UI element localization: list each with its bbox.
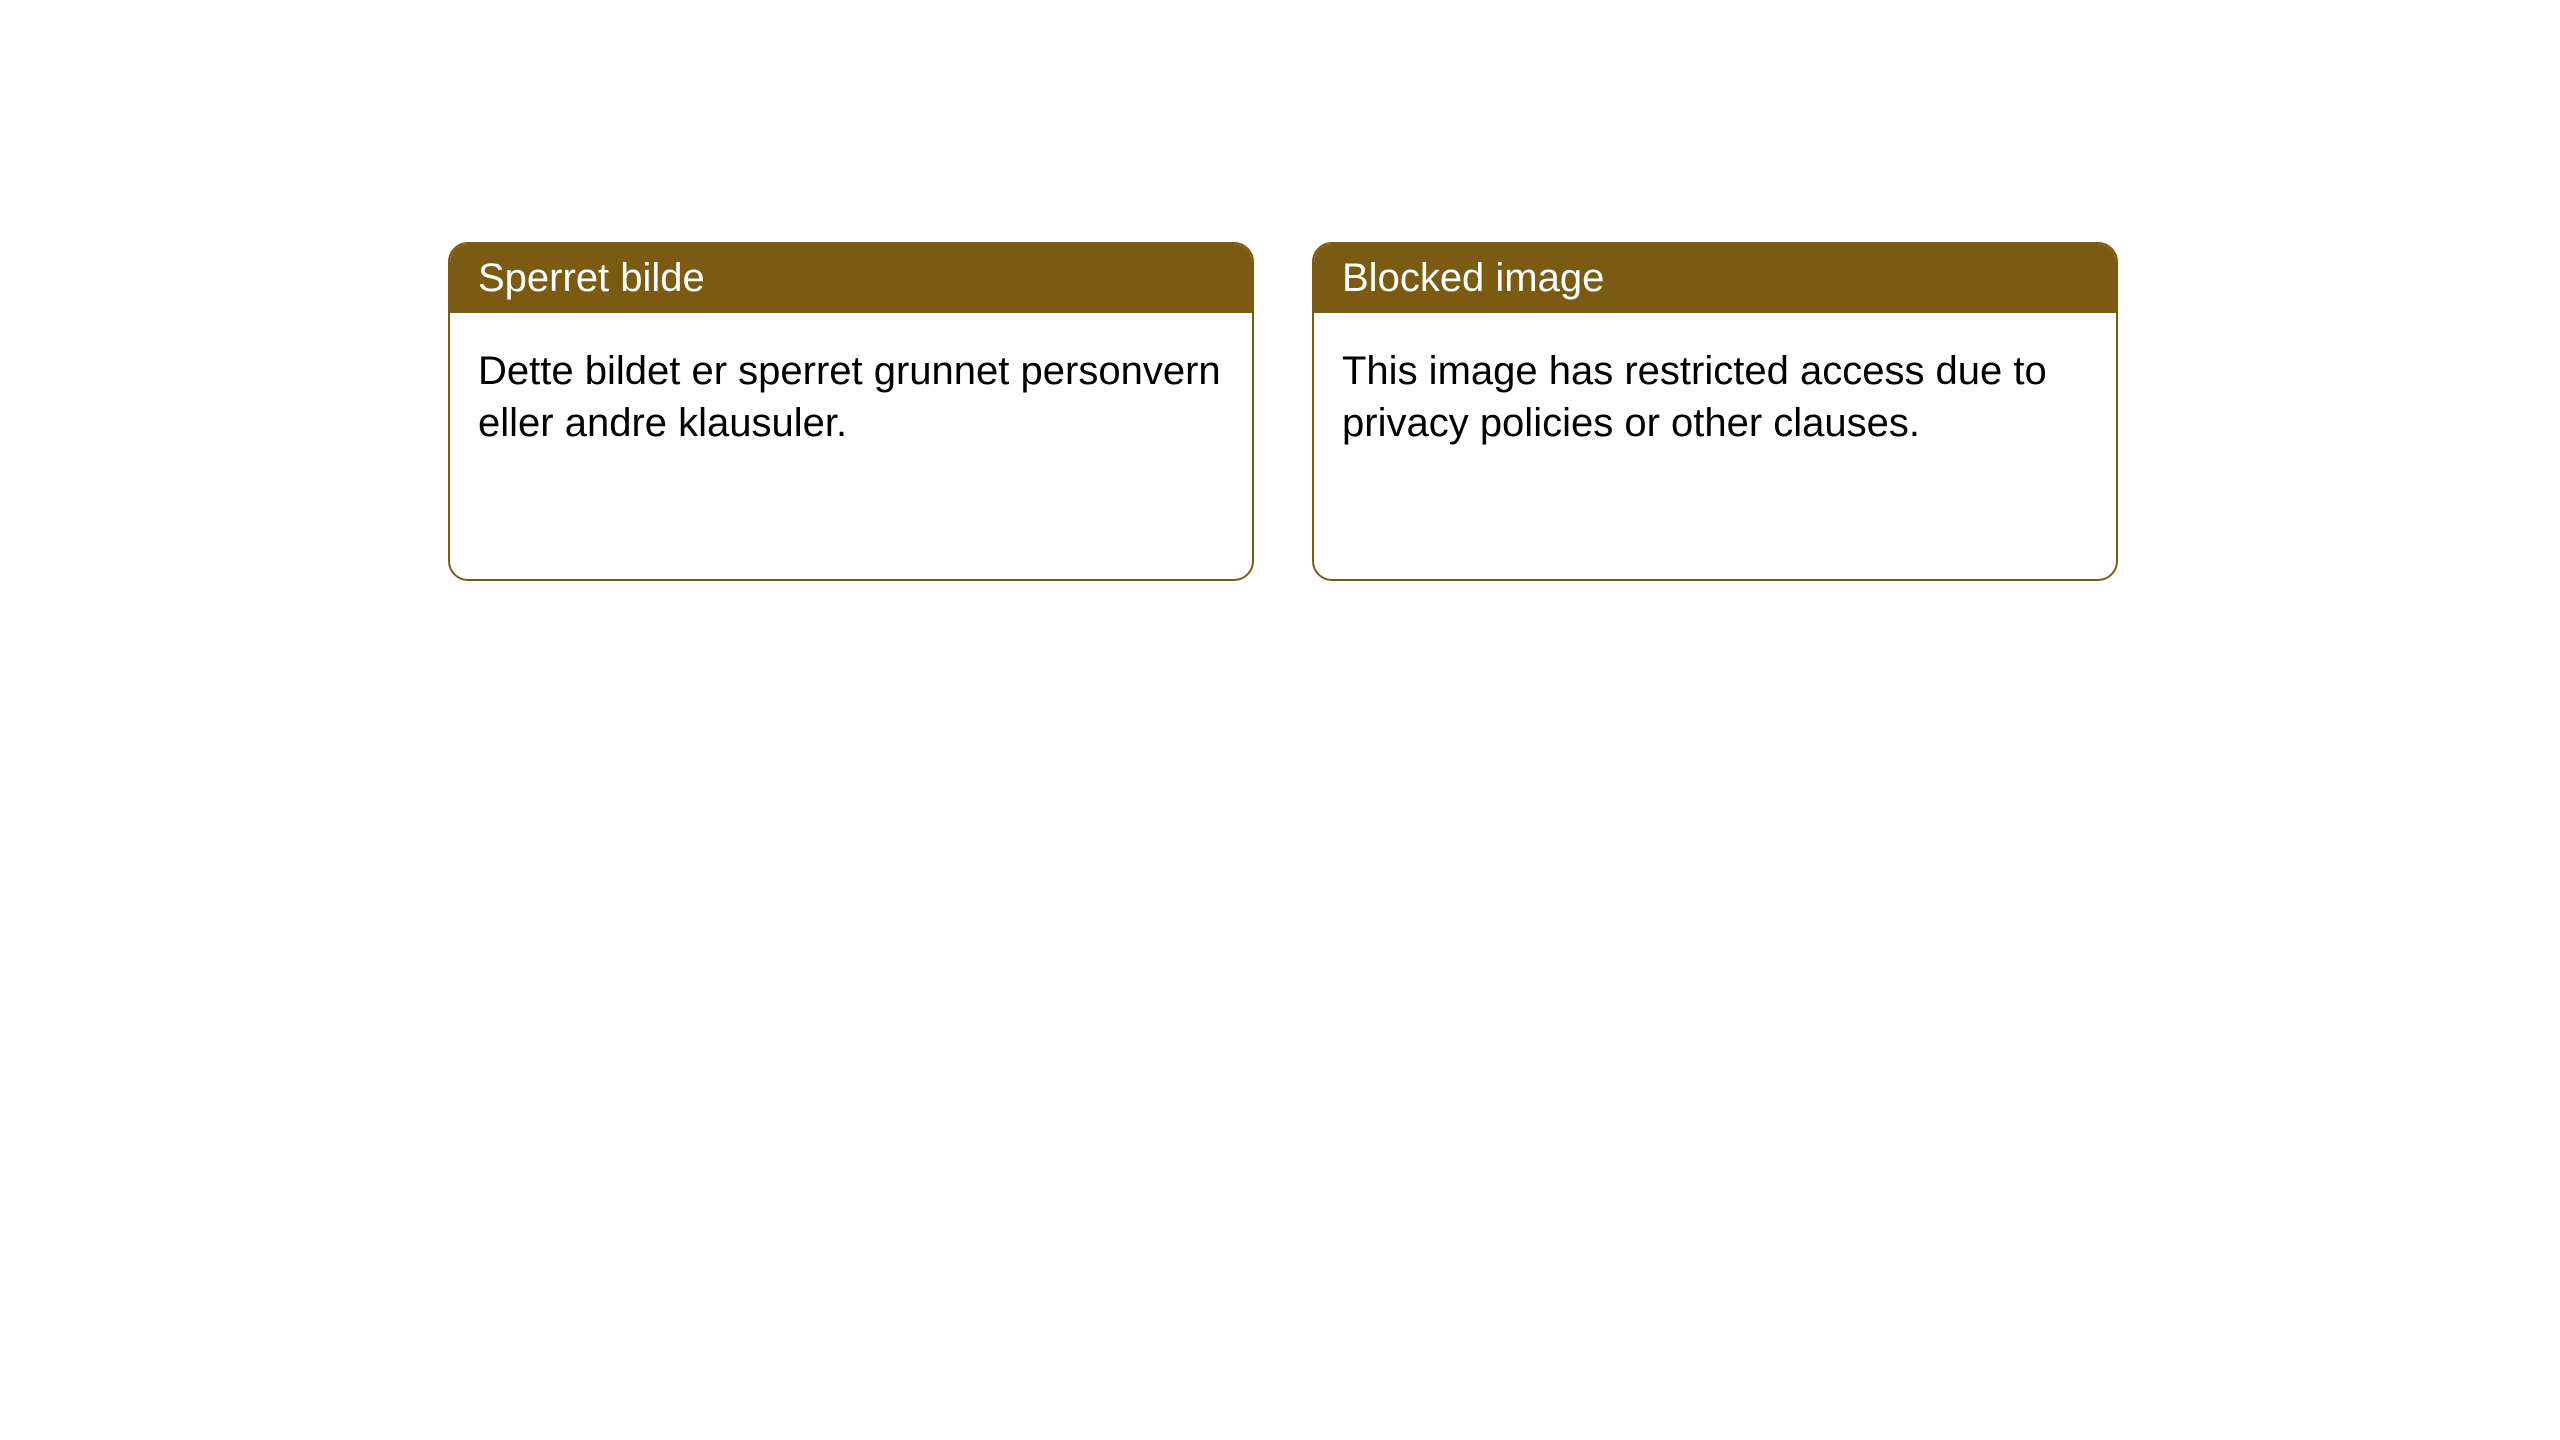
notice-container: Sperret bilde Dette bildet er sperret gr… [448,242,2118,581]
blocked-image-card-en: Blocked image This image has restricted … [1312,242,2118,581]
card-title: Blocked image [1342,256,1604,300]
card-header: Sperret bilde [450,244,1252,313]
card-header: Blocked image [1314,244,2116,313]
card-body: Dette bildet er sperret grunnet personve… [450,313,1252,481]
card-message: Dette bildet er sperret grunnet personve… [478,349,1221,445]
card-message: This image has restricted access due to … [1342,349,2047,445]
blocked-image-card-no: Sperret bilde Dette bildet er sperret gr… [448,242,1254,581]
card-body: This image has restricted access due to … [1314,313,2116,481]
card-title: Sperret bilde [478,256,705,300]
